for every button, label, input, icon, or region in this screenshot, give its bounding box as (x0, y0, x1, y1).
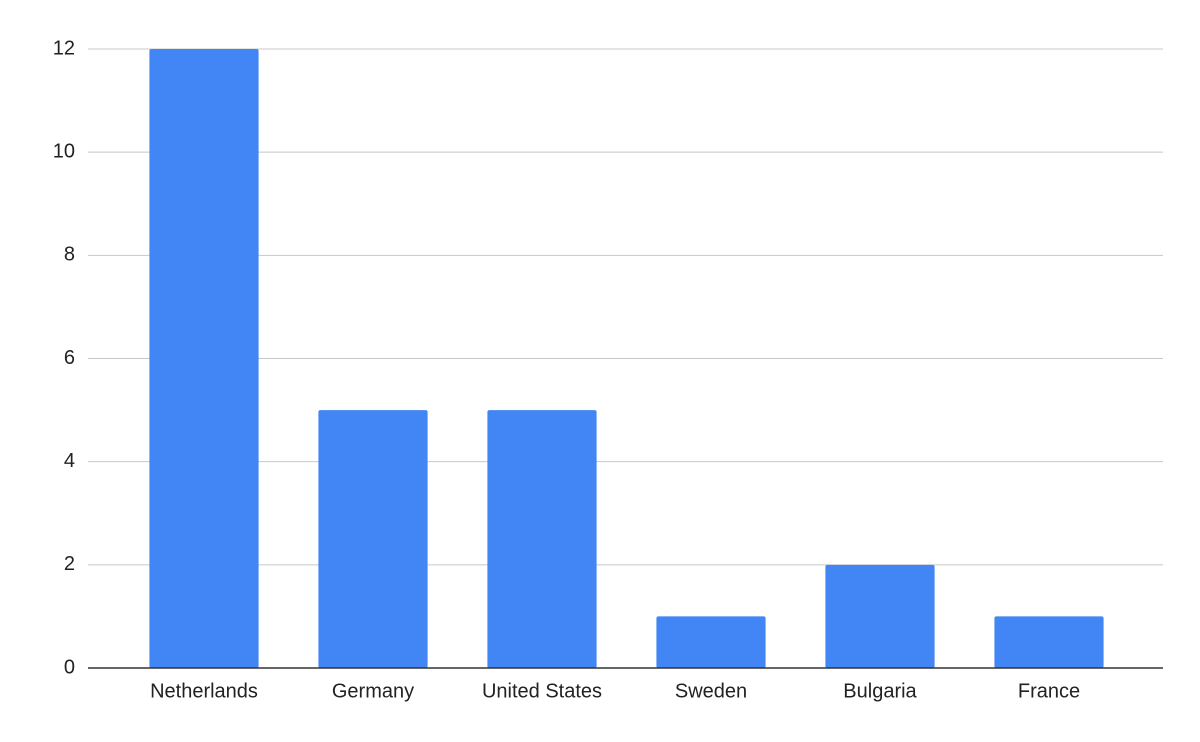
x-tick-label: Bulgaria (843, 680, 917, 702)
bar (656, 616, 766, 668)
y-tick-label: 0 (64, 656, 75, 678)
bar (487, 410, 597, 668)
y-tick-label: 12 (53, 37, 75, 59)
y-tick-label: 4 (64, 450, 75, 472)
x-tick-label: Netherlands (150, 680, 258, 702)
bar (825, 564, 935, 668)
x-tick-label: Sweden (675, 680, 747, 702)
bar (318, 410, 428, 668)
y-tick-label: 6 (64, 347, 75, 369)
bar (994, 616, 1104, 668)
y-tick-label: 8 (64, 244, 75, 266)
x-tick-label: Germany (332, 680, 414, 702)
y-tick-label: 10 (53, 140, 75, 162)
x-tick-label: France (1018, 680, 1080, 702)
bar (149, 49, 259, 668)
x-tick-label: United States (482, 680, 602, 702)
y-tick-label: 2 (64, 553, 75, 575)
